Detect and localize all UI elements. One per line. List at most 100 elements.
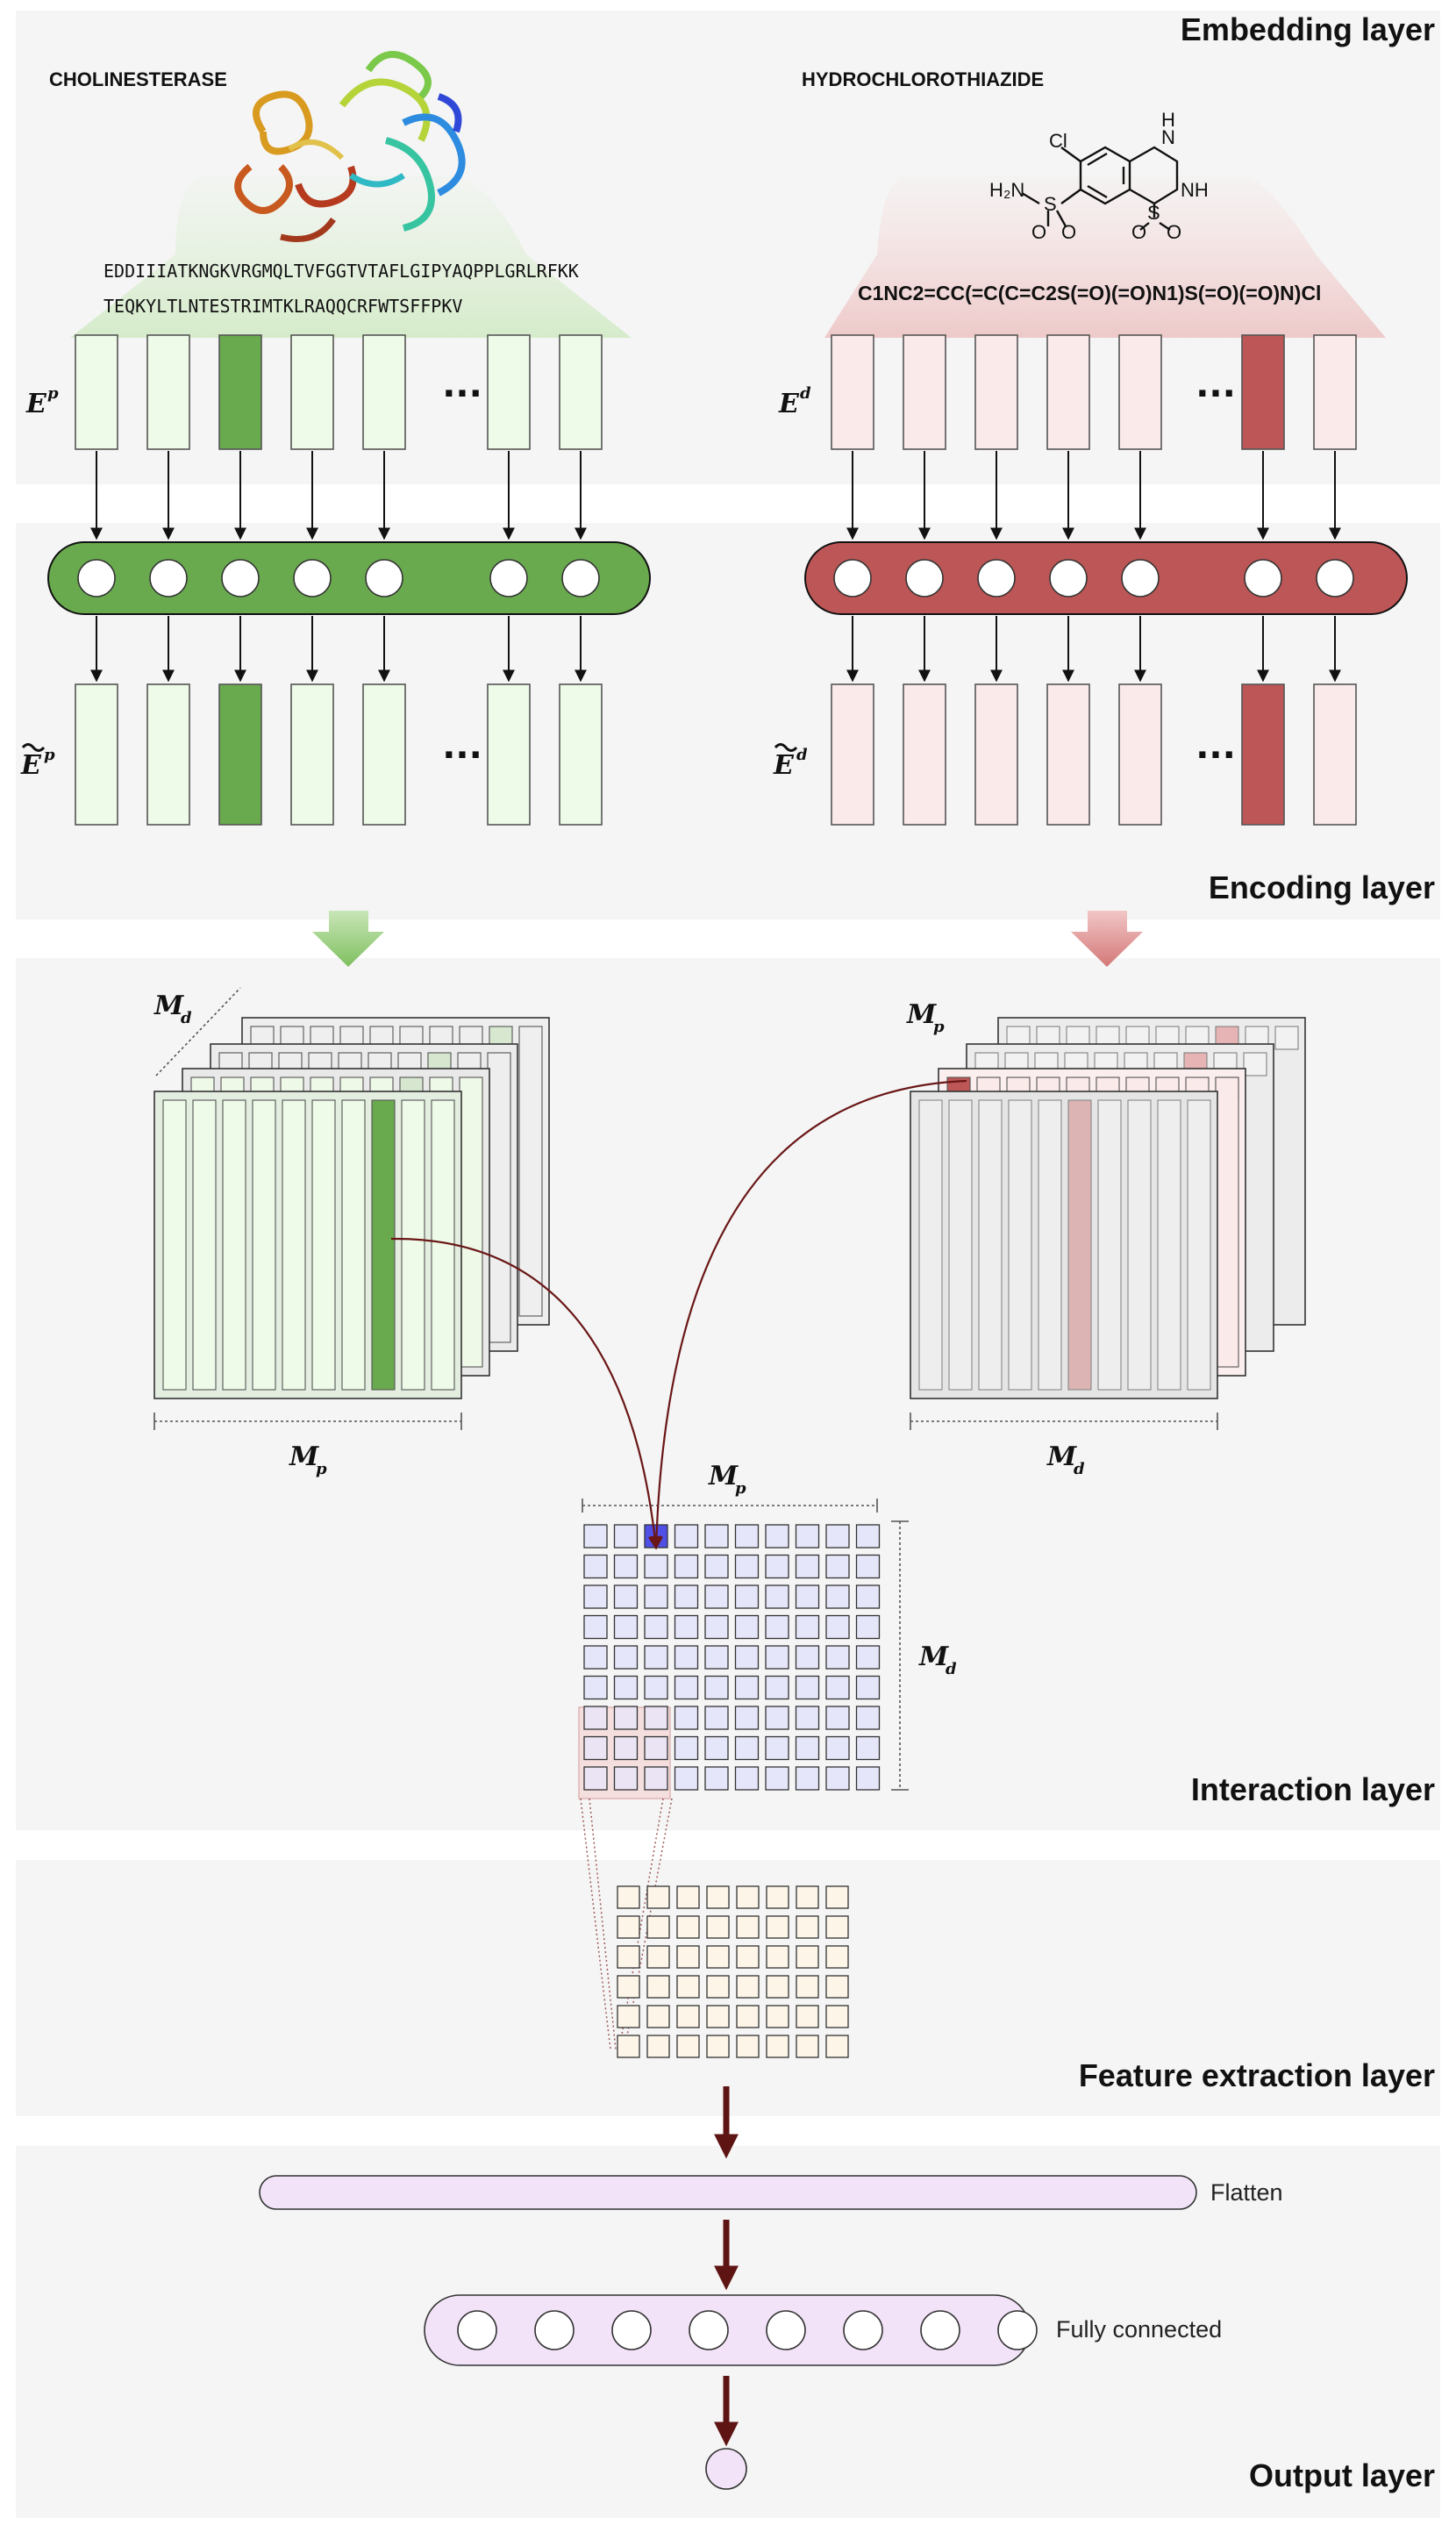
drug-stack-column	[1097, 1099, 1122, 1391]
matrix-cell	[734, 1614, 760, 1640]
feature-cell	[736, 2035, 760, 2058]
protein-embed-token-3	[218, 334, 262, 450]
matrix-cell	[734, 1735, 760, 1761]
matrix-cell	[704, 1735, 729, 1761]
protein-encoded-ellipsis: ···	[442, 735, 482, 776]
feature-cell	[706, 2005, 730, 2028]
drug-encoder-node-6	[1244, 559, 1282, 597]
svg-text:d: d	[800, 384, 811, 403]
feature-cell	[736, 1975, 760, 1999]
feature-cell	[706, 1885, 730, 1909]
matrix-cell	[704, 1675, 729, 1700]
protein-encoder-node-7	[561, 559, 600, 597]
protein-encoded-token-1	[75, 683, 118, 826]
fc-node-4	[689, 2310, 729, 2350]
drug-encoder-node-3	[977, 559, 1016, 597]
drug-encoder-output-arrows	[846, 616, 1341, 683]
drug-structure-image	[1021, 146, 1179, 231]
feature-cell	[766, 1915, 789, 1939]
protein-stack-width-label: M p	[289, 1441, 327, 1478]
drug-encoded-token-4	[1046, 683, 1090, 826]
matrix-cell	[674, 1675, 699, 1700]
feature-cell	[825, 2005, 849, 2028]
matrix-cell	[765, 1614, 789, 1640]
matrix-cell	[583, 1645, 608, 1670]
drug-name: HYDROCHLOROTHIAZIDE	[802, 68, 1044, 90]
svg-text:O: O	[1031, 221, 1046, 243]
feature-cell	[766, 2005, 789, 2028]
matrix-cell	[583, 1706, 608, 1730]
feature-cell	[646, 1915, 670, 1939]
matrix-cell	[674, 1735, 699, 1761]
protein-embedding-tokens	[75, 334, 603, 450]
matrix-cell	[795, 1735, 820, 1761]
feature-cell	[796, 2035, 819, 2058]
drug-encoder-node-1	[833, 559, 872, 597]
matrix-cell	[825, 1706, 850, 1730]
output-layer-title: Output layer	[1249, 2457, 1435, 2493]
drug-embed-token-6	[1241, 334, 1285, 450]
feature-cell	[825, 1915, 849, 1939]
feature-cell	[676, 1975, 700, 1999]
protein-encoder-node-6	[489, 559, 528, 597]
drug-stack-column	[1215, 1077, 1239, 1368]
feature-cell	[646, 2035, 670, 2058]
protein-encoded-token-2	[146, 683, 190, 826]
drug-embedding-symbol: E d	[778, 384, 811, 419]
feature-cell	[676, 1915, 700, 1939]
svg-text:d: d	[1074, 1460, 1085, 1478]
feature-cell	[617, 1885, 640, 1909]
matrix-cell	[613, 1766, 639, 1791]
matrix-cell	[734, 1584, 760, 1609]
matrix-cell	[795, 1614, 820, 1640]
protein-feature-stack	[153, 1017, 550, 1399]
svg-text:p: p	[735, 1479, 746, 1498]
drug-encoder-nodes	[833, 559, 1354, 597]
interaction-layer-title: Interaction layer	[1191, 1771, 1435, 1807]
protein-encoder-node-4	[293, 559, 332, 597]
feature-cell	[646, 1975, 670, 1999]
matrix-cell	[704, 1554, 729, 1579]
protein-encoded-token-4	[290, 683, 334, 826]
stack-column	[487, 1052, 511, 1343]
svg-text:M: M	[1046, 1441, 1077, 1472]
stack-column	[282, 1099, 306, 1391]
feature-cell	[825, 2035, 849, 2058]
matrix-cell	[795, 1554, 820, 1579]
svg-text:M: M	[289, 1441, 319, 1472]
feature-cell	[617, 2035, 640, 2058]
feature-cell	[796, 1885, 819, 1909]
matrix-cell	[825, 1614, 850, 1640]
feature-cell	[706, 1945, 730, 1969]
feature-cell	[676, 1885, 700, 1909]
matrix-cell	[674, 1524, 699, 1549]
svg-text:S: S	[1044, 193, 1057, 215]
matrix-cell	[795, 1766, 820, 1791]
matrix-cell	[644, 1675, 668, 1700]
drug-stack-column	[978, 1099, 1003, 1391]
protein-embed-token-2	[146, 334, 190, 450]
feature-cell	[646, 1945, 670, 1969]
flatten-bar	[259, 2175, 1197, 2210]
feature-cell	[796, 2005, 819, 2028]
matrix-cell	[765, 1524, 789, 1549]
matrix-cell	[613, 1524, 639, 1549]
drug-encoded-token-7	[1313, 683, 1357, 826]
drug-stack-depth-label: M p	[906, 999, 945, 1036]
fc-node-5	[766, 2310, 806, 2350]
matrix-cell	[734, 1524, 760, 1549]
svg-text:NH: NH	[1181, 179, 1209, 201]
protein-selection-curve	[390, 1237, 662, 1550]
matrix-cell	[765, 1645, 789, 1670]
matrix-cell	[704, 1645, 729, 1670]
drug-stack-column	[948, 1099, 973, 1391]
stack-column	[252, 1099, 276, 1391]
matrix-cell	[644, 1706, 668, 1730]
matrix-cell	[765, 1706, 789, 1730]
feature-cell	[736, 1885, 760, 1909]
svg-text:M: M	[906, 999, 937, 1030]
drug-stack-cell	[1243, 1052, 1267, 1077]
drug-embed-token-4	[1046, 334, 1090, 450]
matrix-cell	[825, 1554, 850, 1579]
